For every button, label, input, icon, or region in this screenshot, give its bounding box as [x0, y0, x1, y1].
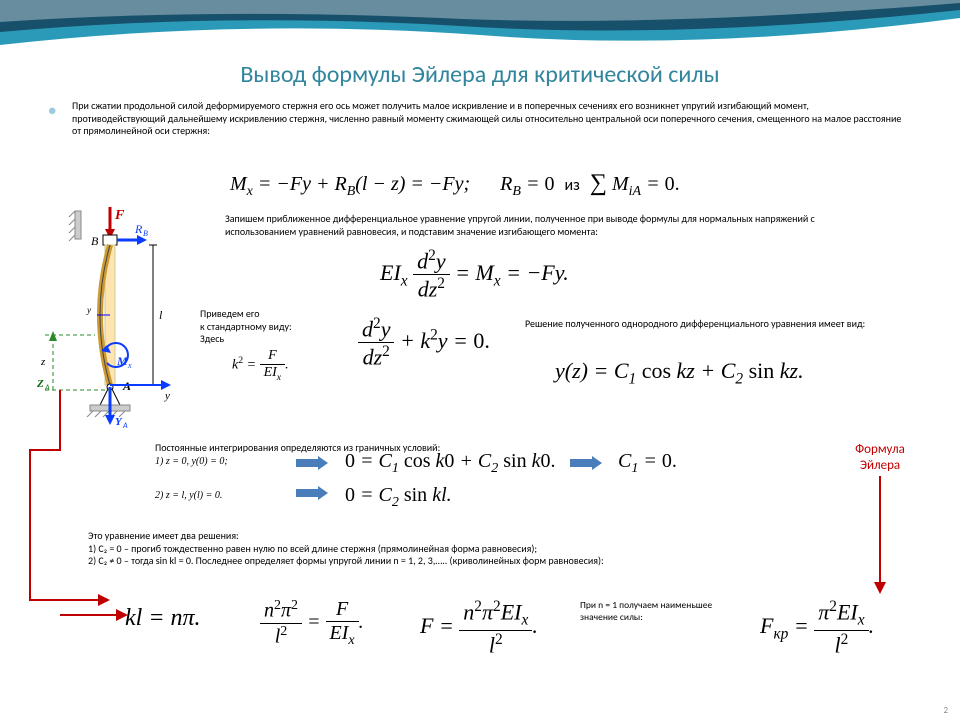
- svg-text:Z: Z: [36, 378, 44, 390]
- page-number: 2: [943, 705, 948, 716]
- para-solution: Решение полученного однородного дифферен…: [525, 318, 885, 331]
- bullet-icon: ●: [48, 102, 56, 119]
- solutions-block: Это уравнение имеет два решения: 1) C₂ =…: [88, 530, 908, 568]
- svg-text:F: F: [114, 208, 125, 223]
- header-swoosh: [0, 0, 960, 60]
- eq-F: F = n2π2EIxl2.: [420, 598, 538, 658]
- svg-text:l: l: [159, 308, 163, 322]
- svg-text:B: B: [143, 229, 148, 238]
- svg-text:R: R: [134, 222, 143, 236]
- para-n1: При n = 1 получаем наименьшее значение с…: [580, 600, 750, 624]
- eq-moment: Mx = −Fy + RB(l − z) = −Fy; RB = 0 из ∑ …: [230, 170, 680, 200]
- arrow-icon: [296, 456, 328, 470]
- eq-k2: k2 = FEIx.: [232, 348, 289, 383]
- eq-n2pi2-l2: n2π2l2 = FEIx.: [260, 598, 364, 649]
- eq-Fcr: Fкр = π2EIxl2.: [760, 598, 874, 658]
- eq-c1: C1 = 0.: [618, 450, 677, 477]
- arrow-icon: [570, 456, 602, 470]
- eq-ode: EIx d2ydz2 = Mx = −Fy.: [380, 247, 569, 303]
- svg-text:B: B: [91, 234, 99, 248]
- intro-paragraph: При сжатии продольной силой деформируемо…: [72, 100, 902, 138]
- red-pointer-right: [860, 470, 930, 650]
- svg-text:x: x: [127, 361, 132, 370]
- eq-bc1: 0 = C1 cos k0 + C2 sin k0.: [345, 450, 555, 477]
- para-standard-form: Приведем его к стандартному виду: Здесь: [200, 308, 350, 346]
- eq-ode-std: d2ydz2 + k2y = 0.: [358, 315, 490, 371]
- slide-title: Вывод формулы Эйлера для критической сил…: [0, 60, 960, 89]
- red-pointer-left: [20, 390, 200, 650]
- arrow-icon: [296, 486, 328, 500]
- para-diff-eq: Запишем приближенное дифференциальное ур…: [225, 213, 865, 238]
- eq-general-solution: y(z) = C1 cos kz + C2 sin kz.: [555, 358, 804, 388]
- svg-text:y: y: [86, 305, 91, 315]
- eq-bc2: 0 = C2 sin kl.: [345, 484, 452, 511]
- svg-text:z: z: [40, 356, 46, 368]
